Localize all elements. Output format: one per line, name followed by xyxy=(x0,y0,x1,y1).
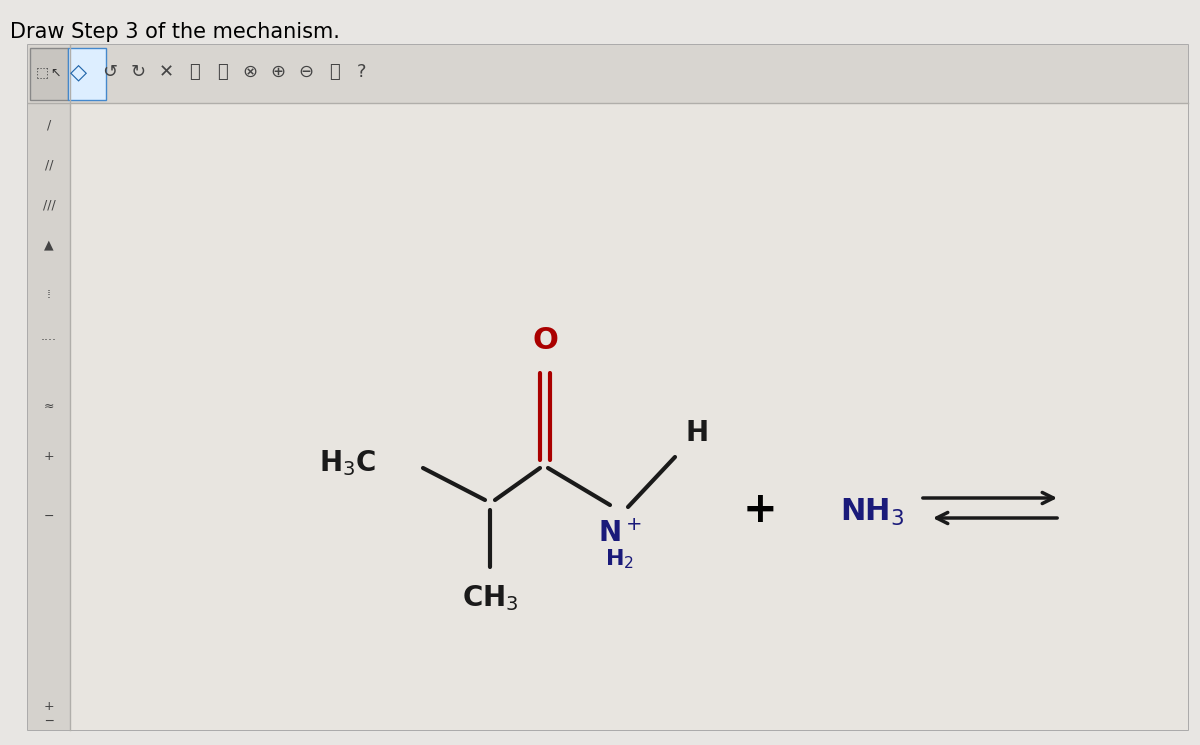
Text: CH$_3$: CH$_3$ xyxy=(462,583,518,613)
Bar xyxy=(68,48,106,100)
Text: N$^+$: N$^+$ xyxy=(598,520,642,548)
Text: O: O xyxy=(532,326,558,355)
Text: ⬜: ⬜ xyxy=(188,63,199,81)
Text: ⁞: ⁞ xyxy=(47,288,50,301)
Text: ....: .... xyxy=(41,330,58,343)
Text: +
─: + ─ xyxy=(43,700,54,728)
Bar xyxy=(30,48,68,100)
Text: ✕: ✕ xyxy=(158,63,174,81)
Text: ⬚: ⬚ xyxy=(36,65,49,79)
Text: ⬜: ⬜ xyxy=(217,63,227,81)
Text: ?: ? xyxy=(358,63,367,81)
Text: +: + xyxy=(43,450,54,463)
Text: H$_3$C: H$_3$C xyxy=(319,448,376,478)
Text: ⊗: ⊗ xyxy=(242,63,258,81)
Bar xyxy=(70,103,1188,730)
Text: H: H xyxy=(685,419,708,447)
Bar xyxy=(28,45,1188,103)
Text: ⊖: ⊖ xyxy=(299,63,313,81)
Text: ↖: ↖ xyxy=(50,67,60,80)
Text: ◇: ◇ xyxy=(70,62,86,82)
Text: NH$_3$: NH$_3$ xyxy=(840,496,905,527)
Text: ///: /// xyxy=(43,198,55,211)
Bar xyxy=(28,103,70,730)
Text: +: + xyxy=(743,489,778,531)
Text: ⊕: ⊕ xyxy=(270,63,286,81)
Text: ≈: ≈ xyxy=(43,400,54,413)
Text: −: − xyxy=(43,510,54,523)
Text: H$_2$: H$_2$ xyxy=(606,547,635,571)
Text: //: // xyxy=(44,158,53,171)
Text: /: / xyxy=(47,118,52,131)
Text: ↻: ↻ xyxy=(131,63,145,81)
Text: Draw Step 3 of the mechanism.: Draw Step 3 of the mechanism. xyxy=(10,22,340,42)
Text: ▲: ▲ xyxy=(44,238,54,251)
Text: ↺: ↺ xyxy=(102,63,118,81)
Text: 🔍: 🔍 xyxy=(329,63,340,81)
